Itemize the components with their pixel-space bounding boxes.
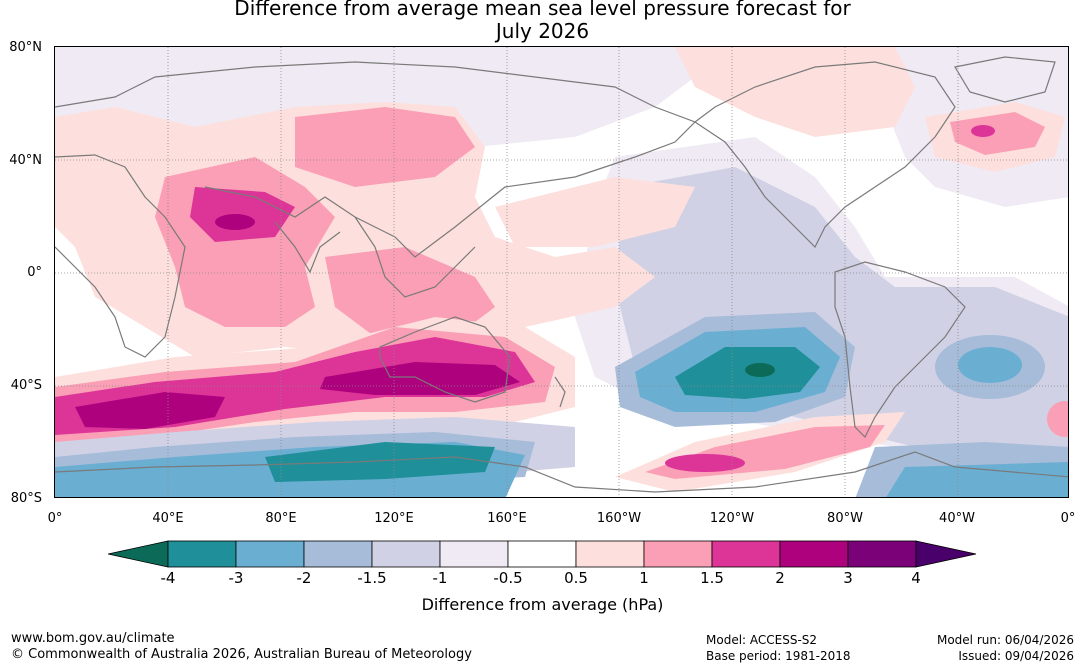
colorbar-tick-label: -1	[432, 569, 448, 587]
field-sh-belt-core-east	[320, 362, 520, 395]
colorbar-tick-label: 2	[775, 569, 785, 587]
lon-label-120e: 120°E	[374, 511, 414, 526]
lon-label-80w: 80°W	[827, 511, 863, 526]
gridlines	[55, 47, 1068, 497]
footer-model: Model: ACCESS-S2	[706, 633, 818, 647]
title-line-1: Difference from average mean sea level p…	[234, 0, 851, 20]
lon-label-40w: 40°W	[939, 511, 975, 526]
colorbar-arrow-min	[108, 540, 169, 568]
colorbar-bin	[303, 540, 373, 568]
lat-label-0: 0°	[27, 265, 42, 280]
field-s-atlantic-low-2	[958, 347, 1022, 383]
lon-label-160e: 160°E	[487, 511, 527, 526]
anomaly-map	[54, 46, 1069, 498]
lon-label-0-west: 0°	[47, 511, 63, 526]
lat-label-80s: 80°S	[10, 491, 42, 506]
coast-se-asia	[354, 216, 476, 298]
field-s-pacific-high-core	[665, 454, 745, 472]
colorbar-tick-label: -2	[296, 569, 312, 587]
field-arabia-magenta	[190, 187, 295, 242]
field-southern-ocean-core	[265, 442, 495, 482]
colorbar-tick-label: -1.5	[357, 569, 387, 587]
colorbar-bin	[643, 540, 713, 568]
colorbar-arrow-max	[915, 540, 977, 568]
lon-label-40e: 40°E	[152, 511, 184, 526]
colorbar-tick-label: -3	[228, 569, 244, 587]
coast-north-america	[693, 61, 956, 249]
lon-label-80e: 80°E	[265, 511, 297, 526]
colorbar	[108, 540, 977, 568]
field-arabia-core	[215, 214, 255, 230]
colorbar-bin	[371, 540, 441, 568]
coastlines	[55, 56, 1068, 493]
footer-copyright: © Commonwealth of Australia 2026, Austra…	[11, 647, 472, 662]
colorbar-bin	[235, 540, 305, 568]
field-sh-belt-core-west	[75, 392, 225, 429]
anomaly-map-svg	[55, 47, 1068, 497]
colorbar-bin	[507, 540, 577, 568]
field-s-pacific-low-core	[745, 363, 775, 377]
colorbar-tick-label: 1.5	[700, 569, 724, 587]
colorbar-title: Difference from average (hPa)	[421, 595, 664, 614]
field-n-america-pink	[675, 47, 915, 137]
coast-south-america	[834, 261, 966, 439]
coast-africa	[55, 154, 186, 358]
lon-label-160w: 160°W	[596, 511, 642, 526]
lon-label-0-east: 0°	[1060, 511, 1076, 526]
coast-eurasia	[55, 61, 697, 258]
footer-website: www.bom.gov.au/climate	[11, 631, 175, 646]
colorbar-bin	[167, 540, 237, 568]
colorbar-bin	[439, 540, 509, 568]
colorbar-bin	[711, 540, 781, 568]
map-title: Difference from average mean sea level p…	[0, 0, 1085, 43]
field-asia-pink	[295, 107, 475, 187]
footer-base-period: Base period: 1981-2018	[706, 649, 851, 663]
coast-india	[274, 221, 341, 274]
field-pacific-nw-pink	[495, 177, 695, 247]
colorbar-tick-label: 3	[843, 569, 853, 587]
lat-label-80n: 80°N	[9, 40, 42, 55]
field-s-america-south-mid	[886, 462, 1068, 497]
colorbar-bin	[575, 540, 645, 568]
title-line-2: July 2026	[495, 19, 590, 43]
lon-label-120w: 120°W	[709, 511, 755, 526]
colorbar-tick-label: 4	[911, 569, 921, 587]
footer-issued: Issued: 09/04/2026	[958, 649, 1074, 663]
coast-new-zealand	[554, 376, 566, 408]
coast-australia	[379, 316, 511, 403]
footer-model-run: Model run: 06/04/2026	[936, 633, 1074, 647]
field-n-atlantic-mid	[950, 112, 1045, 155]
colorbar-tick-label: -0.5	[493, 569, 523, 587]
colorbar-bin	[847, 540, 917, 568]
colorbar-tick-label: -4	[160, 569, 176, 587]
coast-greenland	[954, 56, 1056, 103]
field-n-atlantic-core	[971, 125, 995, 137]
colorbar-tick-label: 1	[639, 569, 649, 587]
lat-label-40n: 40°N	[9, 153, 42, 168]
lat-label-40s: 40°S	[10, 378, 42, 393]
field-s-atlantic-east-high	[1047, 401, 1068, 437]
colorbar-bin	[779, 540, 849, 568]
colorbar-tick-label: 0.5	[564, 569, 588, 587]
coast-antarctica	[55, 451, 1068, 493]
